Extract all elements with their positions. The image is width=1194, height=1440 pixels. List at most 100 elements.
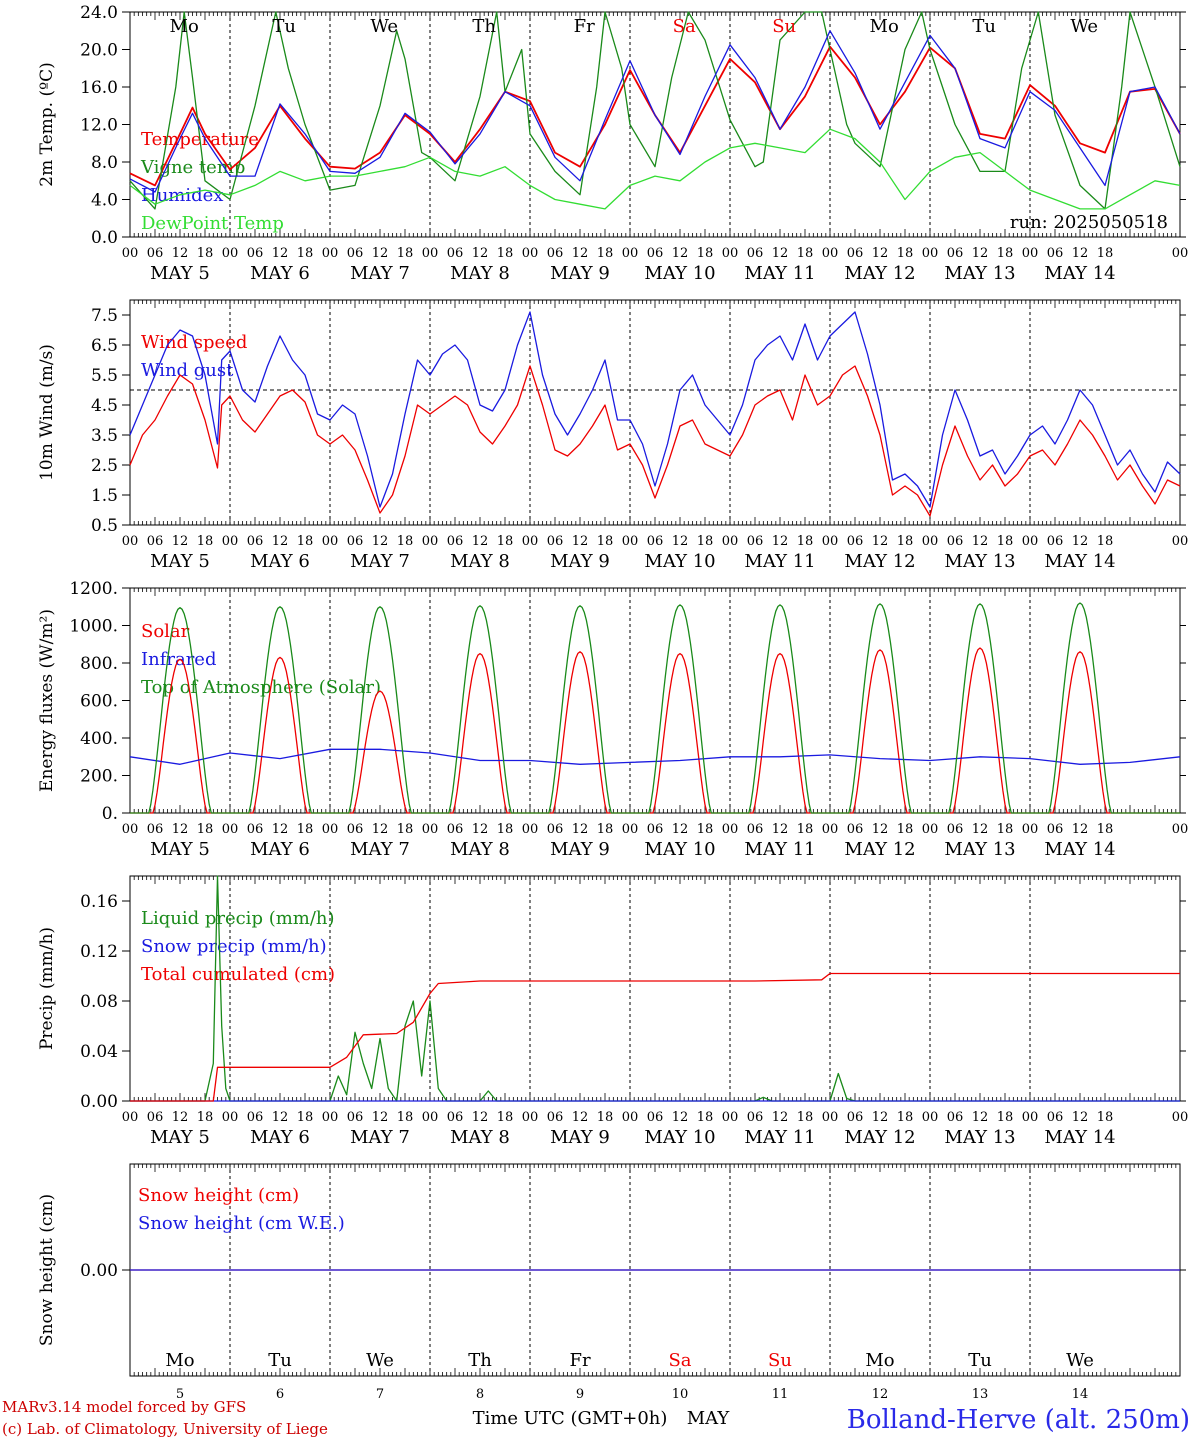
day-number-label: 6 — [276, 1387, 284, 1402]
hour-tick-label: 00 — [1022, 822, 1039, 837]
hour-tick-label: 00 — [522, 1110, 539, 1125]
legend-entry: DewPoint Temp — [141, 213, 284, 234]
hour-tick-label: 18 — [197, 822, 214, 837]
hour-tick-label: 12 — [672, 246, 689, 261]
y-tick-label: 0.00 — [80, 1261, 118, 1281]
hour-tick-label: 18 — [697, 822, 714, 837]
hour-tick-label: 06 — [547, 822, 564, 837]
hour-tick-label: 00 — [1022, 246, 1039, 261]
hour-tick-label: 18 — [297, 1110, 314, 1125]
hour-tick-label: 18 — [297, 822, 314, 837]
hour-tick-label: 06 — [747, 534, 764, 549]
hour-tick-label: 06 — [147, 534, 164, 549]
hour-tick-label: 18 — [797, 534, 814, 549]
hour-tick-label: 06 — [447, 246, 464, 261]
day-number-label: 5 — [176, 1387, 184, 1402]
hour-tick-label: 00 — [822, 246, 839, 261]
hour-tick-label: 18 — [997, 822, 1014, 837]
hour-tick-label: 18 — [297, 246, 314, 261]
hour-tick-label: 00 — [922, 246, 939, 261]
hour-tick-label: 00 — [322, 534, 339, 549]
date-label: MAY 14 — [1044, 551, 1115, 572]
hour-tick-label: 18 — [1097, 1110, 1114, 1125]
hour-tick-label: 06 — [747, 1110, 764, 1125]
hour-tick-label: 00 — [1172, 822, 1189, 837]
hour-tick-label: 00 — [1022, 1110, 1039, 1125]
hour-tick-label: 18 — [397, 1110, 414, 1125]
hour-tick-label: 18 — [497, 246, 514, 261]
hour-tick-label: 06 — [747, 822, 764, 837]
day-name-label: Sa — [668, 1350, 691, 1371]
date-label: MAY 9 — [550, 1127, 610, 1148]
date-label: MAY 12 — [844, 839, 915, 860]
hour-tick-label: 12 — [872, 822, 889, 837]
date-label: MAY 7 — [350, 1127, 410, 1148]
hour-tick-label: 06 — [447, 822, 464, 837]
hour-tick-label: 18 — [897, 1110, 914, 1125]
hour-tick-label: 06 — [147, 246, 164, 261]
hour-tick-label: 12 — [172, 534, 189, 549]
day-name-label: Mo — [170, 16, 199, 37]
hour-tick-label: 00 — [722, 1110, 739, 1125]
hour-tick-label: 12 — [1072, 1110, 1089, 1125]
day-number-label: 8 — [476, 1387, 484, 1402]
hour-tick-label: 06 — [847, 246, 864, 261]
day-name-label: Th — [472, 16, 496, 37]
legend-entry: Snow precip (mm/h) — [141, 936, 327, 957]
y-tick-label: 7.5 — [91, 306, 118, 326]
hour-tick-label: 12 — [672, 1110, 689, 1125]
date-label: MAY 8 — [450, 551, 510, 572]
model-credit: MARv3.14 model forced by GFS — [2, 1398, 246, 1416]
date-label: MAY 10 — [644, 839, 715, 860]
hour-tick-label: 06 — [947, 534, 964, 549]
panel-frame — [129, 587, 1181, 814]
day-number-label: 13 — [972, 1387, 989, 1402]
hour-tick-label: 18 — [697, 1110, 714, 1125]
y-tick-label: 24.0 — [80, 3, 118, 23]
hour-tick-label: 18 — [797, 1110, 814, 1125]
y-tick-label: 0.12 — [80, 942, 118, 962]
hour-tick-label: 06 — [947, 822, 964, 837]
hour-tick-label: 12 — [572, 1110, 589, 1125]
hour-tick-label: 18 — [197, 246, 214, 261]
hour-tick-label: 12 — [472, 822, 489, 837]
hour-tick-label: 12 — [672, 822, 689, 837]
series-line-green — [130, 875, 1180, 1102]
day-name-label: Su — [768, 1350, 792, 1371]
hour-tick-label: 06 — [547, 1110, 564, 1125]
hour-tick-label: 18 — [597, 1110, 614, 1125]
day-name-label: We — [1066, 1350, 1094, 1371]
day-number-label: 7 — [376, 1387, 384, 1402]
y-tick-label: 20.0 — [80, 41, 118, 61]
hour-tick-label: 12 — [472, 534, 489, 549]
hour-tick-label: 18 — [397, 534, 414, 549]
hour-tick-label: 18 — [1097, 822, 1114, 837]
series-line-blue — [129, 311, 1181, 508]
date-label: MAY 14 — [1044, 1127, 1115, 1148]
legend-entry: Snow height (cm W.E.) — [138, 1213, 345, 1234]
hour-tick-label: 12 — [172, 822, 189, 837]
day-name-label: Su — [772, 16, 796, 37]
hour-tick-label: 00 — [1172, 246, 1189, 261]
hour-tick-label: 12 — [1072, 246, 1089, 261]
date-label: MAY 12 — [844, 551, 915, 572]
date-label: MAY 13 — [944, 1127, 1015, 1148]
hour-tick-label: 06 — [647, 534, 664, 549]
day-name-label: Sa — [673, 16, 696, 37]
series-line-blue — [129, 748, 1181, 765]
date-label: MAY 7 — [350, 551, 410, 572]
day-name-label: We — [370, 16, 398, 37]
hour-tick-label: 06 — [847, 534, 864, 549]
hour-tick-label: 18 — [997, 534, 1014, 549]
hour-tick-label: 18 — [697, 246, 714, 261]
hour-tick-label: 06 — [547, 534, 564, 549]
hour-tick-label: 12 — [872, 534, 889, 549]
hour-tick-label: 00 — [422, 534, 439, 549]
series-line-red — [130, 972, 1180, 1102]
month-label: MAY — [687, 1408, 731, 1429]
date-label: MAY 5 — [150, 1127, 210, 1148]
x-axis-label: Time UTC (GMT+0h) — [473, 1408, 668, 1429]
legend-entry: Solar — [141, 621, 190, 642]
date-label: MAY 7 — [350, 839, 410, 860]
hour-tick-label: 12 — [172, 246, 189, 261]
